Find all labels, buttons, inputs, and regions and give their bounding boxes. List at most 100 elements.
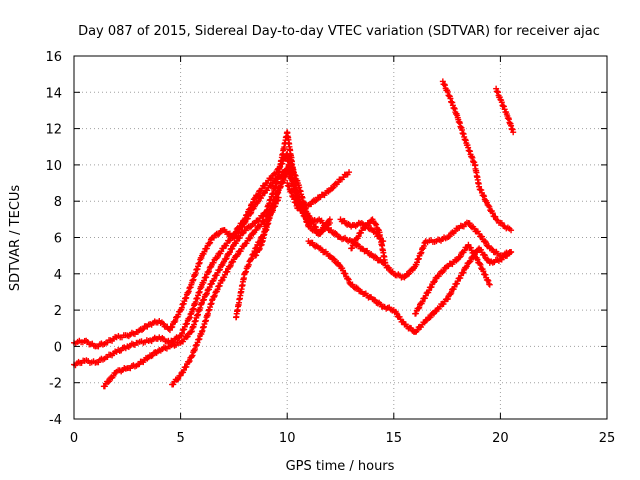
data-marker	[216, 266, 223, 273]
data-marker	[471, 250, 478, 257]
y-tick-label: 2	[54, 304, 62, 319]
data-marker	[277, 184, 284, 191]
y-tick-label: 16	[45, 50, 62, 65]
data-marker	[482, 239, 489, 246]
data-marker	[435, 273, 442, 280]
series-13	[439, 78, 515, 234]
data-marker	[246, 206, 253, 213]
series-7	[284, 169, 353, 212]
x-tick-label: 25	[599, 431, 616, 446]
data-point	[346, 169, 353, 176]
x-tick-label: 15	[386, 431, 403, 446]
data-marker	[268, 175, 275, 182]
data-marker	[427, 314, 434, 321]
data-marker	[457, 253, 464, 260]
data-marker	[351, 240, 358, 247]
y-tick-label: 8	[54, 195, 62, 210]
data-marker	[441, 81, 448, 88]
data-marker	[476, 260, 483, 267]
data-marker	[236, 223, 243, 230]
data-marker	[415, 305, 422, 312]
data-marker	[478, 233, 485, 240]
data-marker	[216, 282, 223, 289]
y-axis-ticks: -4 -2 0 2 4 6 8 10 12 14 16	[45, 50, 607, 428]
y-tick-label: 14	[45, 86, 62, 101]
x-tick-label: 5	[176, 431, 184, 446]
data-marker	[470, 249, 477, 256]
data-marker	[406, 270, 413, 277]
data-marker	[211, 275, 218, 282]
series-5	[233, 194, 282, 321]
data-marker	[282, 173, 289, 180]
data-marker	[201, 248, 208, 255]
data-marker	[498, 99, 505, 106]
data-point	[486, 281, 493, 288]
data-marker	[227, 237, 234, 244]
data-marker	[169, 323, 176, 330]
data-marker	[348, 245, 355, 252]
data-marker	[205, 269, 212, 276]
data-marker	[214, 254, 221, 261]
y-axis-label: SDTVAR / TECUs	[8, 185, 23, 292]
data-marker	[257, 242, 264, 249]
data-marker	[329, 185, 336, 192]
data-marker	[184, 333, 191, 340]
data-point	[510, 129, 517, 136]
chart-title: Day 087 of 2015, Sidereal Day-to-day VTE…	[78, 24, 600, 39]
data-marker	[441, 82, 448, 89]
data-marker	[248, 255, 255, 262]
data-marker	[352, 239, 359, 246]
y-tick-label: 12	[45, 123, 62, 138]
data-point	[247, 256, 254, 263]
data-marker	[440, 267, 447, 274]
data-marker	[485, 277, 492, 284]
data-marker	[239, 230, 246, 237]
data-marker	[244, 211, 251, 218]
data-marker	[444, 88, 451, 95]
data-marker	[481, 238, 488, 245]
data-marker	[344, 275, 351, 282]
data-marker	[186, 357, 193, 364]
data-marker	[185, 359, 192, 366]
data-marker	[386, 264, 393, 271]
data-marker	[474, 256, 481, 263]
data-marker	[214, 286, 221, 293]
series-12	[412, 241, 493, 317]
y-tick-label: -4	[49, 413, 62, 428]
data-marker	[246, 235, 253, 242]
data-marker	[186, 314, 193, 321]
y-tick-label: 10	[45, 159, 62, 174]
data-marker	[393, 310, 400, 317]
data-marker	[330, 184, 337, 191]
data-marker	[245, 261, 252, 268]
data-marker	[466, 259, 473, 266]
data-marker	[405, 271, 412, 278]
data-marker	[253, 252, 260, 259]
data-marker	[478, 187, 485, 194]
data-marker	[440, 301, 447, 308]
data-marker	[179, 330, 186, 337]
data-marker	[201, 296, 208, 303]
data-marker	[232, 229, 239, 236]
data-marker	[183, 363, 190, 370]
data-marker	[247, 234, 254, 241]
y-tick-label: 4	[54, 268, 62, 283]
data-marker	[242, 268, 249, 275]
data-marker	[224, 268, 231, 275]
data-marker	[426, 314, 433, 321]
data-marker	[175, 311, 182, 318]
series-11	[348, 216, 389, 266]
data-marker	[466, 220, 473, 227]
data-marker	[430, 279, 437, 286]
data-marker	[277, 183, 284, 190]
data-marker	[485, 202, 492, 209]
data-marker	[467, 244, 474, 251]
data-marker	[480, 192, 487, 199]
data-marker	[484, 276, 491, 283]
data-marker	[412, 310, 419, 317]
data-marker	[444, 295, 451, 302]
y-tick-label: 0	[54, 340, 62, 355]
data-marker	[207, 239, 214, 246]
data-marker	[242, 215, 249, 222]
data-marker	[416, 304, 423, 311]
